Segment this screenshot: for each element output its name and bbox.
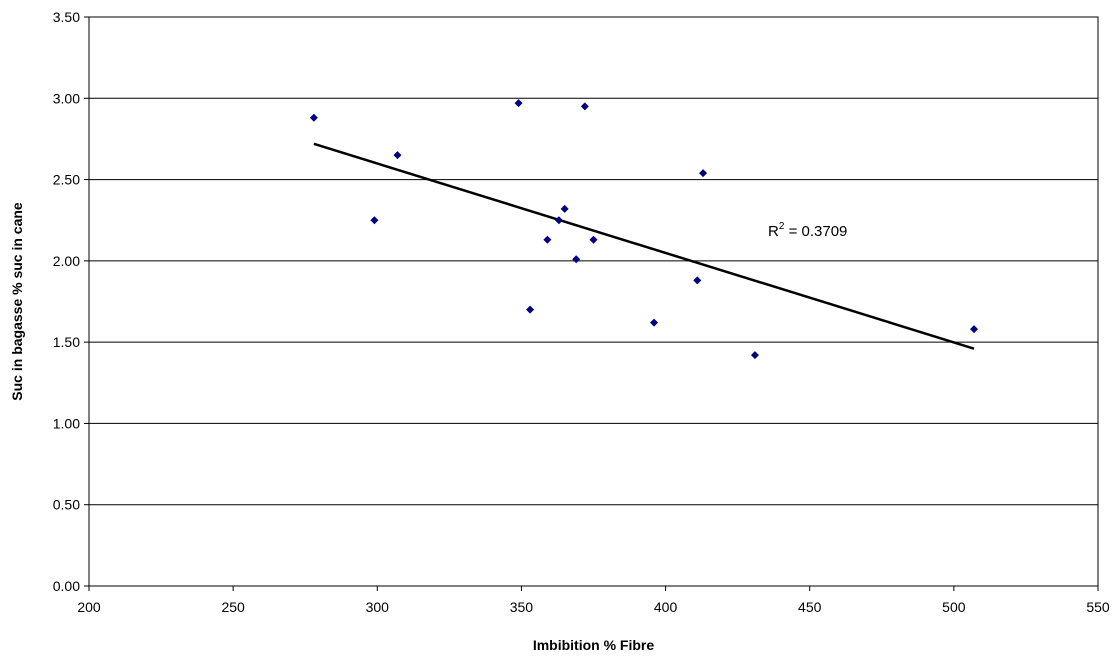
y-tick-label: 3.50 bbox=[53, 9, 80, 25]
data-point bbox=[580, 102, 589, 111]
data-point bbox=[699, 169, 708, 178]
data-point bbox=[589, 235, 598, 244]
data-point bbox=[970, 325, 979, 334]
x-tick-label: 400 bbox=[654, 599, 678, 615]
x-tick-label: 500 bbox=[942, 599, 966, 615]
data-point bbox=[309, 113, 318, 122]
data-point bbox=[514, 99, 523, 108]
r-superscript: 2 bbox=[779, 221, 785, 232]
data-point bbox=[370, 216, 379, 225]
data-point bbox=[393, 151, 402, 160]
data-point bbox=[543, 235, 552, 244]
data-point bbox=[560, 204, 569, 213]
y-tick-label: 1.00 bbox=[53, 415, 80, 431]
plot-area bbox=[88, 16, 1099, 587]
x-tick-label: 300 bbox=[366, 599, 390, 615]
r-squared-annotation: R2 = 0.3709 bbox=[768, 221, 847, 240]
x-tick-label: 350 bbox=[510, 599, 534, 615]
y-axis-title: Suc in bagasse % suc in cane bbox=[9, 202, 25, 401]
x-axis-title: Imbibition % Fibre bbox=[533, 637, 655, 653]
x-axis-ticks: 200 250 300 350 400 450 500 550 bbox=[77, 586, 1110, 615]
x-tick-label: 450 bbox=[798, 599, 822, 615]
y-tick-label: 3.00 bbox=[53, 90, 80, 106]
x-tick-label: 550 bbox=[1086, 599, 1110, 615]
y-tick-label: 0.50 bbox=[53, 497, 80, 513]
y-axis-ticks: 0.00 0.50 1.00 1.50 2.00 2.50 3.00 3.50 bbox=[53, 9, 89, 594]
y-tick-label: 2.50 bbox=[53, 172, 80, 188]
data-point bbox=[572, 255, 581, 264]
data-point bbox=[750, 351, 759, 360]
data-point bbox=[650, 318, 659, 327]
x-tick-label: 250 bbox=[221, 599, 245, 615]
data-point bbox=[526, 305, 535, 314]
y-tick-label: 2.00 bbox=[53, 253, 80, 269]
data-point bbox=[693, 276, 702, 285]
r-value: = 0.3709 bbox=[784, 223, 847, 240]
data-point bbox=[554, 216, 563, 225]
gridlines bbox=[89, 97, 1098, 506]
trendline bbox=[313, 142, 975, 350]
data-points bbox=[309, 99, 979, 360]
x-tick-label: 200 bbox=[77, 599, 101, 615]
r-label: R bbox=[768, 223, 779, 240]
y-tick-label: 1.50 bbox=[53, 334, 80, 350]
y-tick-label: 0.00 bbox=[53, 578, 80, 594]
